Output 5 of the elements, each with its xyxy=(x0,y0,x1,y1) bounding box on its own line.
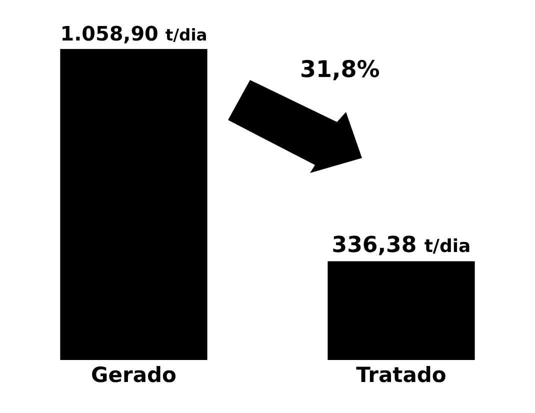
annotation: 31,8% xyxy=(300,57,380,83)
x-tick-label: Tratado xyxy=(356,363,446,387)
x-tick-label: Gerado xyxy=(91,363,176,387)
data-label: 336,38 t/dia xyxy=(332,233,471,258)
data-label: 1.058,90 t/dia xyxy=(60,22,208,46)
